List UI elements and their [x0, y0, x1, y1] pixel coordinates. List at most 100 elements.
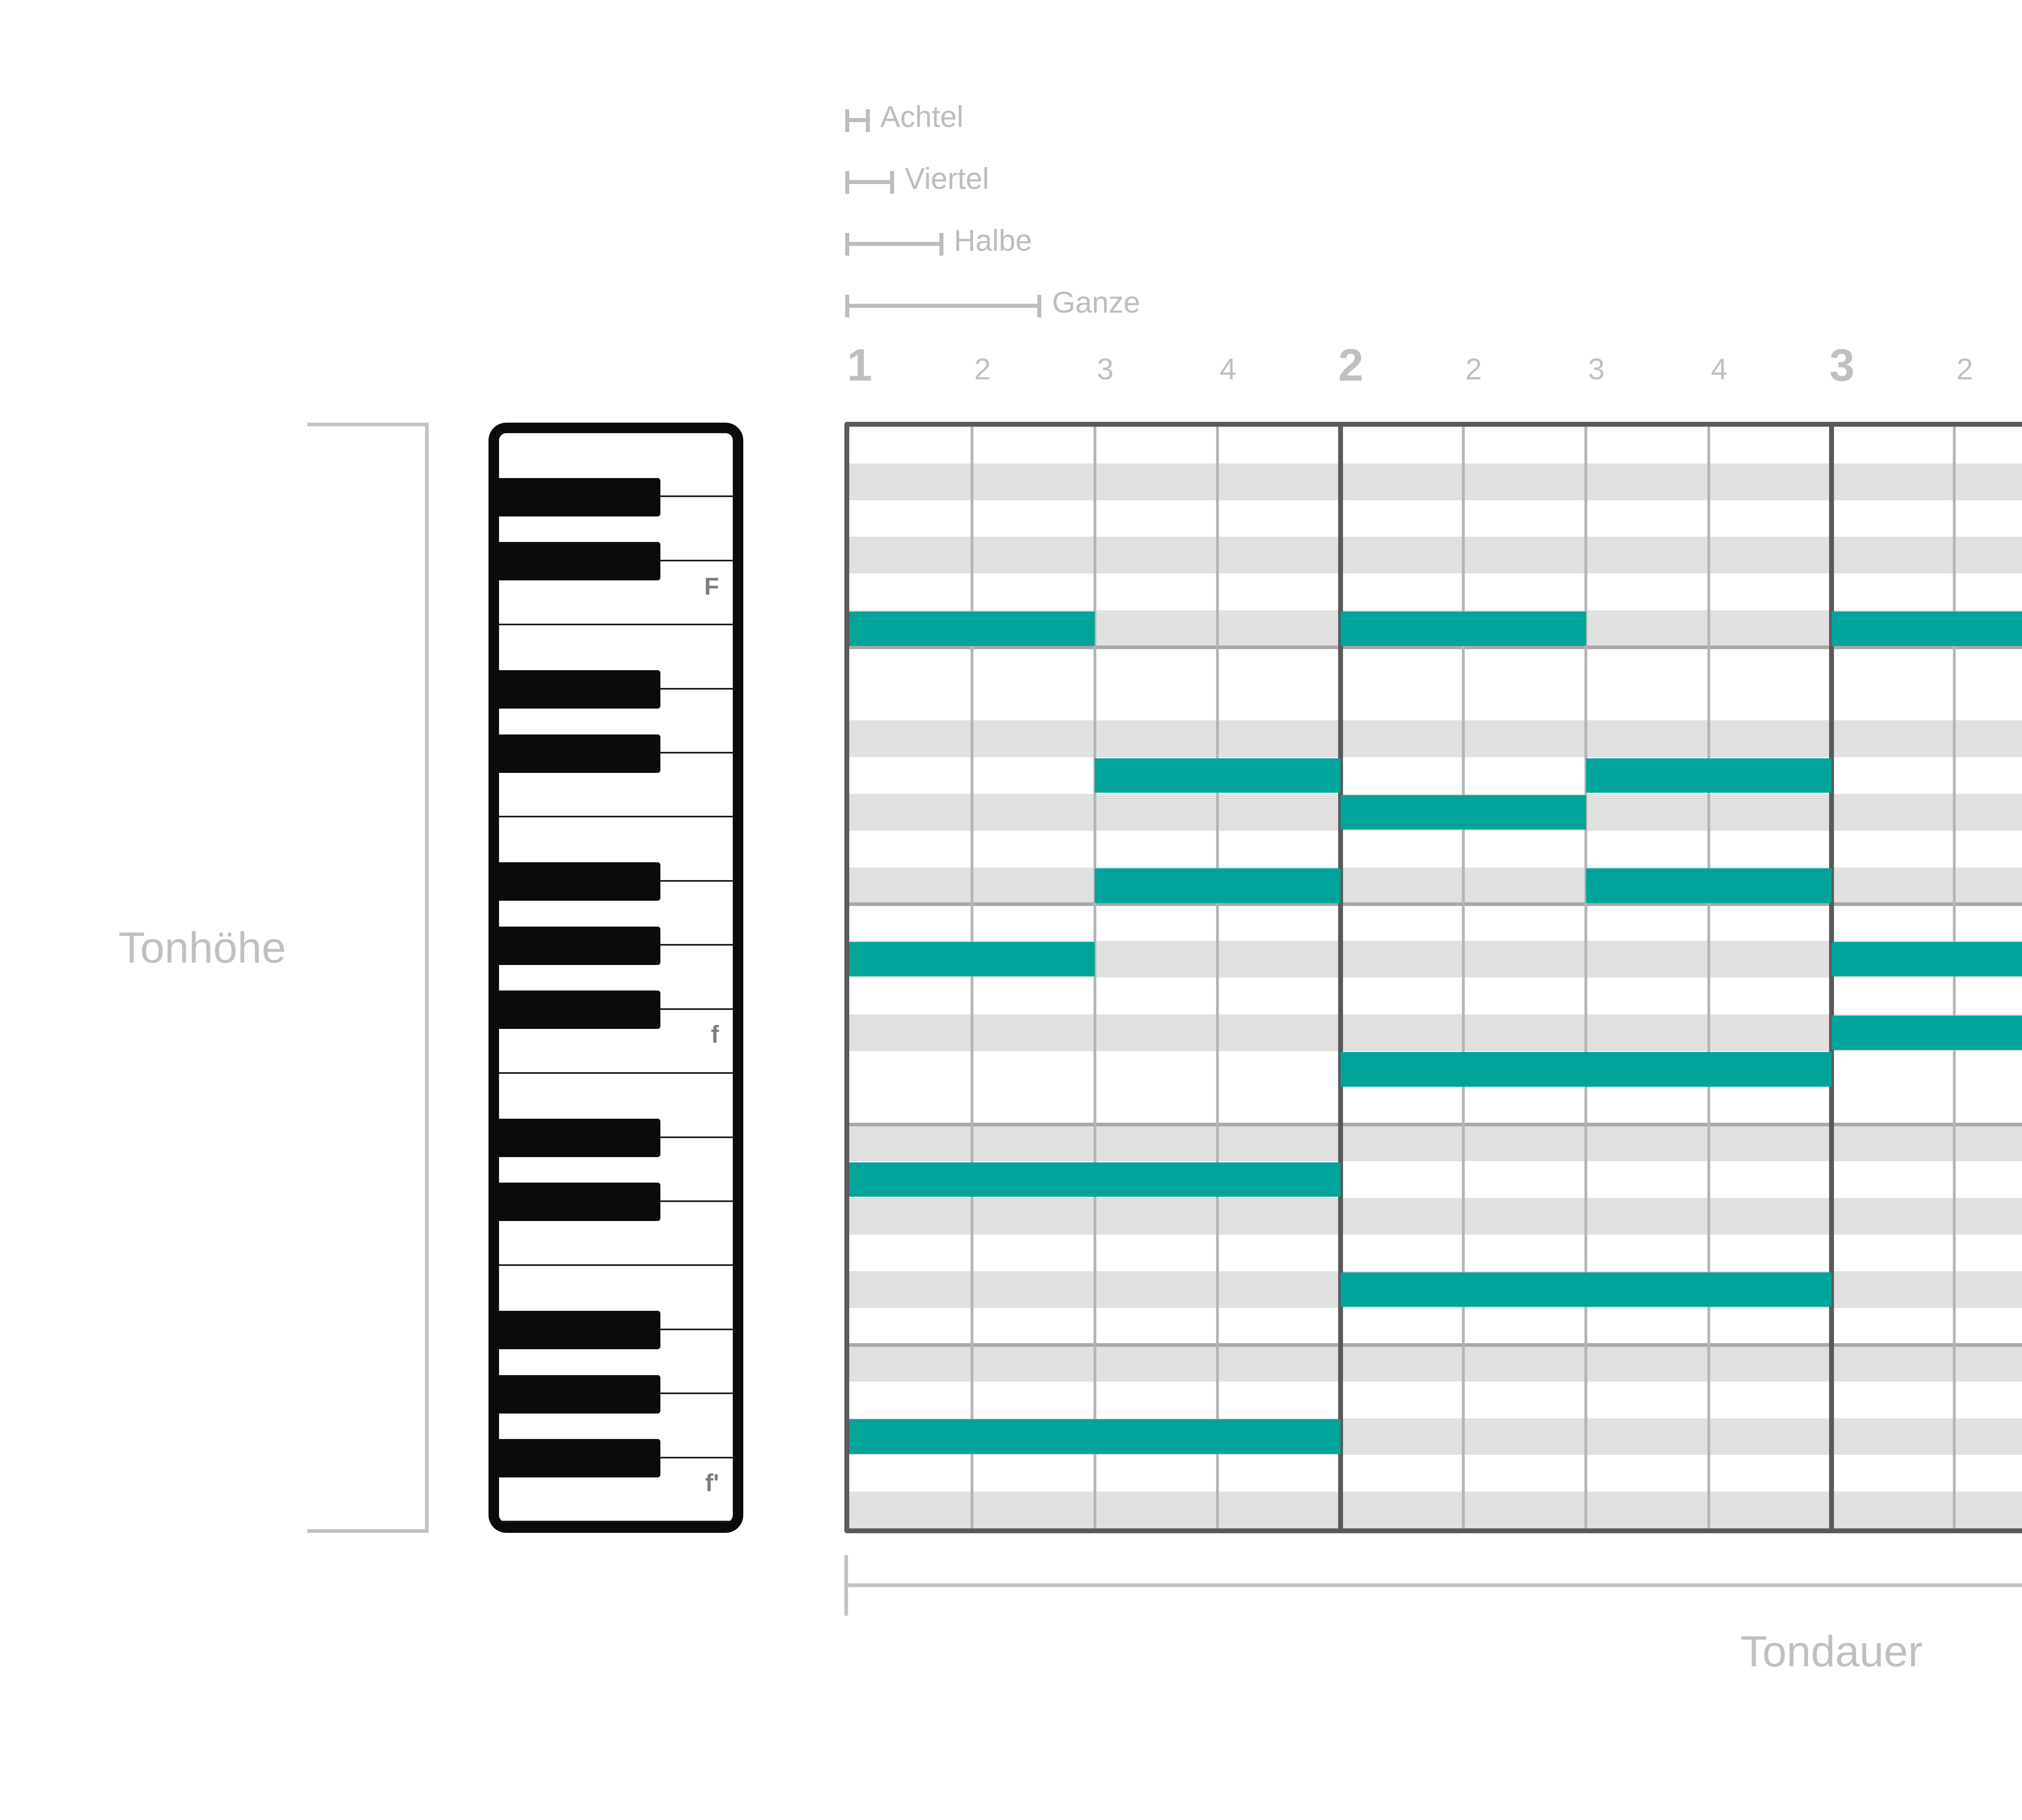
piano-black-key[interactable]	[499, 734, 660, 773]
duration-legend-bar	[845, 180, 895, 184]
duration-legend-label: Viertel	[905, 162, 989, 195]
duration-legend-bar	[845, 118, 870, 122]
duration-axis-bracket	[844, 1555, 2022, 1616]
piano-roll-row[interactable]	[849, 1234, 2022, 1272]
piano-roll-row[interactable]	[849, 647, 2022, 684]
piano-roll-row[interactable]	[849, 1492, 2022, 1528]
pitch-axis-tick-bottom	[307, 1529, 429, 1533]
midi-note[interactable]	[1340, 1052, 1832, 1087]
midi-note[interactable]	[1832, 611, 2022, 646]
beat-line	[1953, 427, 1956, 1528]
pitch-axis-tick-top	[307, 423, 429, 426]
piano-roll-row[interactable]	[849, 904, 2022, 941]
piano-roll-row[interactable]	[849, 574, 2022, 610]
piano-roll-row[interactable]	[849, 1198, 2022, 1235]
piano-roll-grid[interactable]	[844, 422, 2022, 1533]
midi-note[interactable]	[1586, 758, 1832, 793]
octave-divider-line	[849, 1123, 2022, 1127]
beat-line	[1584, 427, 1588, 1528]
beat-number: 4	[1220, 352, 1237, 386]
duration-legend-cap-end	[865, 109, 870, 132]
midi-note[interactable]	[849, 611, 1095, 646]
piano-roll-row[interactable]	[849, 463, 2022, 500]
midi-note[interactable]	[1095, 758, 1341, 793]
midi-note[interactable]	[1832, 1015, 2022, 1050]
midi-note[interactable]	[1340, 611, 1586, 646]
piano-black-key[interactable]	[499, 542, 660, 581]
midi-note[interactable]	[849, 1419, 1341, 1454]
beat-line	[1462, 427, 1465, 1528]
duration-legend-cap-end	[1037, 295, 1042, 317]
piano-black-key[interactable]	[499, 1311, 660, 1350]
piano-roll-row[interactable]	[849, 1381, 2022, 1418]
octave-divider-line	[849, 902, 2022, 906]
piano-roll-row[interactable]	[849, 1124, 2022, 1161]
piano-black-key[interactable]	[499, 862, 660, 901]
bar-number: 2	[1338, 340, 1364, 390]
piano-black-key[interactable]	[499, 1439, 660, 1478]
bar-line	[1338, 427, 1343, 1528]
piano-roll-row[interactable]	[849, 1455, 2022, 1492]
piano-black-key[interactable]	[499, 1183, 660, 1221]
pitch-axis-label: Tonhöhe	[118, 923, 286, 972]
piano-black-key[interactable]	[499, 478, 660, 516]
midi-note[interactable]	[1340, 795, 1586, 830]
piano-roll-row[interactable]	[849, 720, 2022, 758]
midi-note[interactable]	[1340, 1272, 1832, 1307]
piano-roll-canvas[interactable]	[849, 427, 2022, 1528]
beat-number: 4	[1711, 352, 1728, 386]
beat-line	[1707, 427, 1710, 1528]
beat-line	[1216, 427, 1219, 1528]
pitch-axis-bracket	[307, 423, 429, 1533]
duration-axis-line	[844, 1583, 2022, 1587]
piano-black-key[interactable]	[499, 1375, 660, 1414]
piano-roll-row[interactable]	[849, 684, 2022, 721]
piano-roll-row[interactable]	[849, 830, 2022, 868]
midi-note[interactable]	[1095, 868, 1341, 903]
beat-number: 2	[1465, 352, 1482, 386]
piano-keyboard[interactable]: f' f F	[489, 423, 743, 1533]
piano-roll-row[interactable]	[849, 1014, 2022, 1051]
beat-number: 2	[974, 352, 991, 386]
piano-roll-row[interactable]	[849, 757, 2022, 794]
duration-legend-cap-start	[845, 109, 849, 132]
piano-key-label: f'	[705, 1469, 719, 1497]
piano-black-key[interactable]	[499, 1119, 660, 1158]
piano-roll-row[interactable]	[849, 1088, 2022, 1125]
pitch-axis-line	[425, 423, 429, 1533]
piano-key-label: f	[711, 1021, 719, 1048]
duration-legend-cap-start	[845, 295, 849, 317]
piano-black-key[interactable]	[499, 990, 660, 1029]
piano-roll-row[interactable]	[849, 1308, 2022, 1345]
piano-key-label: F	[704, 572, 719, 600]
piano-roll-row[interactable]	[849, 978, 2022, 1014]
piano-black-key[interactable]	[499, 670, 660, 709]
midi-note[interactable]	[849, 1162, 1341, 1197]
duration-legend-bar	[845, 242, 943, 246]
duration-legend-cap-end	[890, 171, 895, 194]
octave-divider-line	[849, 1343, 2022, 1347]
piano-roll-row[interactable]	[849, 867, 2022, 904]
piano-roll-row[interactable]	[849, 1345, 2022, 1382]
duration-axis-tick-left	[844, 1555, 848, 1616]
bar-number: 3	[1829, 340, 1855, 390]
octave-divider-line	[849, 645, 2022, 649]
piano-roll-row[interactable]	[849, 500, 2022, 537]
duration-legend-label: Ganze	[1052, 286, 1140, 319]
duration-legend-cap-end	[939, 233, 943, 256]
duration-legend-cap-start	[845, 171, 849, 194]
midi-note[interactable]	[849, 942, 1095, 977]
bar-number: 1	[847, 340, 872, 390]
midi-note[interactable]	[1586, 868, 1832, 903]
beat-number: 3	[1097, 352, 1114, 386]
beat-number: 3	[1588, 352, 1605, 386]
bar-line	[1829, 427, 1834, 1528]
piano-black-key[interactable]	[499, 926, 660, 965]
piano-roll-row[interactable]	[849, 537, 2022, 574]
duration-legend-label: Halbe	[954, 224, 1032, 257]
beat-line	[1093, 427, 1096, 1528]
midi-note[interactable]	[1832, 942, 2022, 977]
duration-legend-label: Achtel	[880, 100, 964, 133]
duration-legend-bar	[845, 304, 1042, 308]
piano-roll-row[interactable]	[849, 427, 2022, 463]
